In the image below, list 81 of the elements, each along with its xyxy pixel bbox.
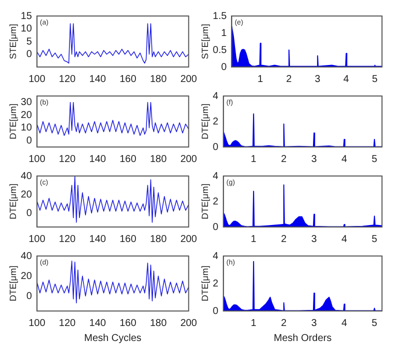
y-tick-label: 0	[212, 306, 219, 317]
y-axis-title: DTE[μm]	[200, 184, 210, 220]
x-tick-label: 180	[150, 318, 168, 329]
x-tick-label: 140	[89, 154, 106, 165]
y-tick-label: 0.5	[212, 44, 228, 56]
y-tick-label: 20	[20, 110, 32, 121]
y-tick-label: 20	[20, 270, 32, 282]
x-tick-label: 120	[58, 154, 76, 165]
x-tick-label: 3	[314, 74, 321, 85]
x-tick-label: 5	[372, 318, 378, 329]
y-tick-label: 10	[20, 122, 32, 134]
x-tick-label: 1	[258, 74, 264, 85]
y-tick-label: 20	[20, 189, 32, 200]
x-tick-label: 160	[120, 74, 137, 85]
x-tick-label: 1	[250, 234, 257, 245]
y-tick-label: 4	[212, 90, 219, 102]
y-tick-label: 10	[20, 24, 32, 34]
x-tick-label: 120	[58, 234, 76, 245]
y-tick-label: 40	[20, 170, 32, 182]
x-tick-label: 1	[250, 154, 257, 165]
x-tick-label: 200	[180, 234, 198, 245]
y-tick-label: 0	[26, 135, 32, 146]
y-tick-label: 0	[212, 142, 219, 153]
y-tick-label: 0	[26, 49, 32, 60]
x-tick-label: 180	[150, 234, 168, 245]
x-tick-label: 4	[341, 154, 348, 165]
x-tick-label: 140	[89, 234, 106, 245]
y-tick-label: 1	[221, 28, 228, 39]
x-tick-label: 4	[341, 234, 348, 245]
x-tick-label: 1	[250, 318, 257, 329]
y-tick-label: 2	[212, 116, 219, 128]
x-tick-label: 2	[281, 234, 288, 245]
y-tick-label: 0	[212, 222, 219, 233]
y-tick-label: 1.5	[212, 10, 228, 22]
x-tick-label: 200	[180, 154, 198, 165]
x-tick-label: 4	[343, 74, 350, 85]
y-axis-title: DTE[μm]	[200, 266, 210, 302]
y-axis-title: DTE[μm]	[200, 104, 210, 140]
x-tick-label: 2	[286, 74, 292, 85]
x-tick-label: 120	[58, 74, 76, 85]
x-tick-label: 2	[281, 154, 288, 165]
y-axis-title: STE[μm]	[8, 24, 18, 60]
x-tick-label: 100	[28, 318, 46, 329]
y-tick-label: 2	[212, 278, 219, 290]
x-tick-label: 2	[281, 318, 288, 329]
x-tick-label: 120	[58, 318, 76, 329]
y-axis-title: DTE[μm]	[8, 184, 18, 220]
y-tick-label: 4	[212, 250, 219, 262]
x-tick-label: 100	[28, 74, 46, 85]
x-tick-label: 5	[372, 74, 378, 85]
y-tick-label: 5	[26, 36, 32, 48]
x-tick-label: 100	[28, 154, 46, 165]
y-tick-label: 0	[26, 208, 32, 219]
y-tick-label: 15	[20, 10, 32, 22]
x-tick-label: 3	[311, 154, 318, 165]
y-axis-title: DTE[μm]	[8, 266, 18, 302]
y-tick-label: 4	[212, 170, 219, 182]
x-tick-label: 140	[89, 74, 106, 85]
x-tick-label: 180	[150, 74, 168, 85]
x-axis-title: Mesh Orders	[274, 332, 332, 344]
x-tick-label: 160	[120, 318, 137, 329]
x-axis-title: Mesh Cycles	[84, 332, 142, 344]
x-tick-label: 5	[372, 234, 378, 245]
y-tick-label: 0	[221, 62, 228, 73]
y-axis-title: STE[μm]	[200, 24, 210, 60]
x-tick-label: 3	[311, 318, 318, 329]
y-tick-label: 2	[212, 196, 219, 208]
x-tick-label: 160	[120, 234, 137, 245]
x-tick-label: 160	[120, 154, 137, 165]
x-tick-label: 5	[372, 154, 378, 165]
y-axis-title: DTE[μm]	[8, 104, 18, 140]
x-tick-label: 140	[89, 318, 106, 329]
x-tick-label: 180	[150, 154, 168, 165]
x-tick-label: 200	[180, 318, 198, 329]
x-tick-label: 4	[341, 318, 348, 329]
y-tick-label: 40	[20, 250, 32, 262]
y-tick-label: 0	[26, 290, 32, 302]
x-tick-label: 100	[28, 234, 46, 245]
x-tick-label: 3	[311, 234, 318, 245]
y-tick-label: 30	[20, 97, 32, 108]
x-tick-label: 200	[180, 74, 198, 85]
